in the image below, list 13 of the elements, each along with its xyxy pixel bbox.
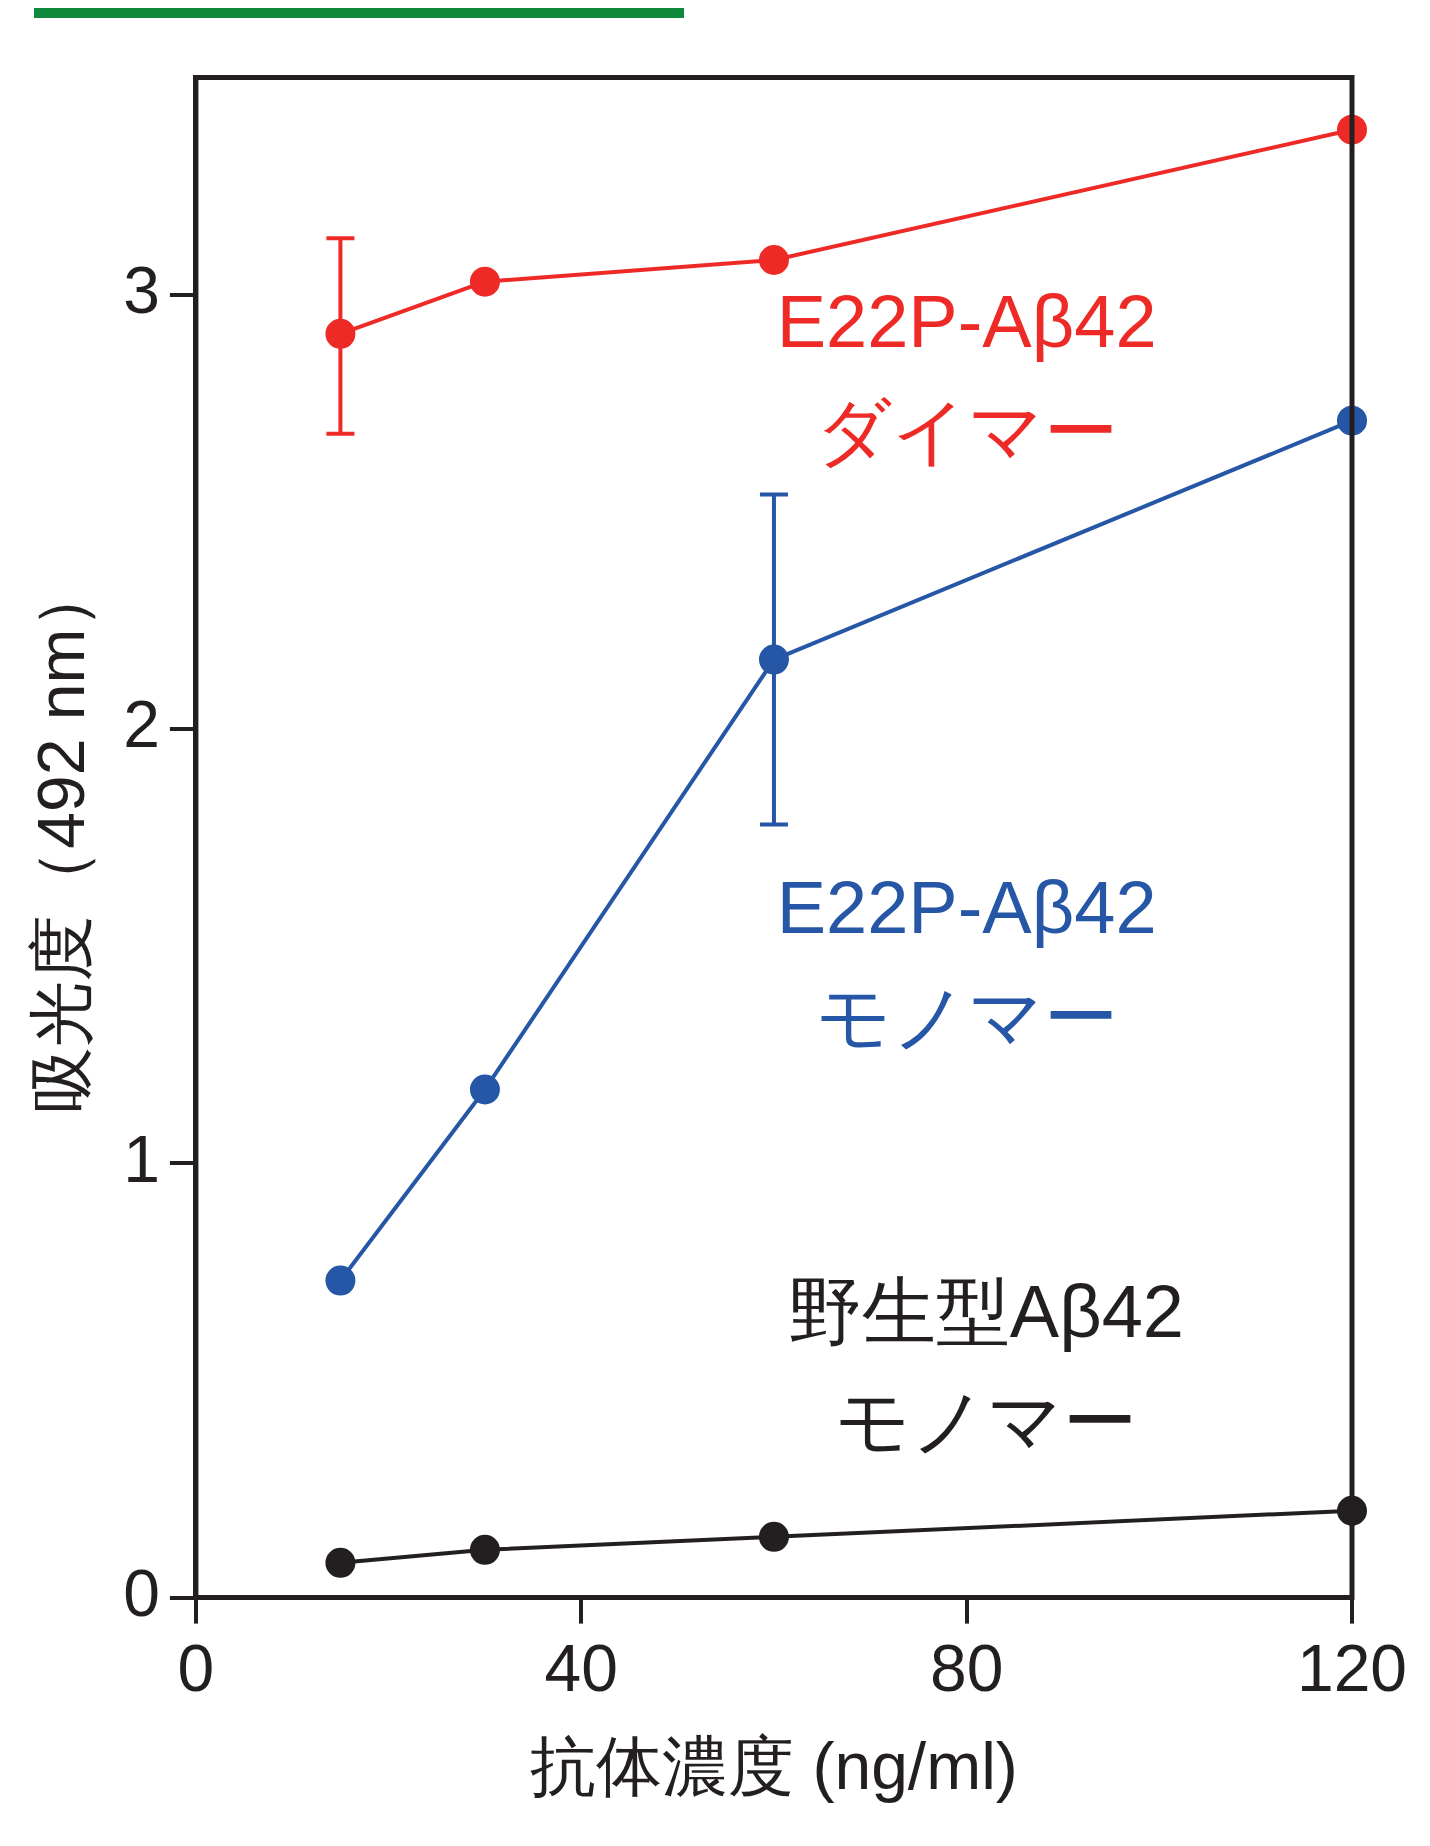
series-label: E22P-Aβ42 ダイマー xyxy=(776,280,1157,474)
x-tick-label: 0 xyxy=(177,1631,215,1706)
y-tick-label: 2 xyxy=(123,687,160,762)
y-tick-label: 0 xyxy=(123,1555,160,1630)
y-tick-label: 1 xyxy=(123,1121,160,1196)
x-tick-label: 80 xyxy=(929,1631,1004,1706)
x-axis-title: 抗体濃度 (ng/ml) xyxy=(530,1728,1018,1803)
y-axis-title: 吸光度（492 nm） xyxy=(23,562,98,1113)
y-tick-label: 3 xyxy=(123,252,160,327)
series-label: 野生型Aβ42 モノマー xyxy=(787,1270,1185,1464)
x-tick-label: 120 xyxy=(1296,1631,1408,1706)
series-label: E22P-Aβ42 モノマー xyxy=(776,866,1157,1060)
x-tick-label: 40 xyxy=(544,1631,618,1706)
